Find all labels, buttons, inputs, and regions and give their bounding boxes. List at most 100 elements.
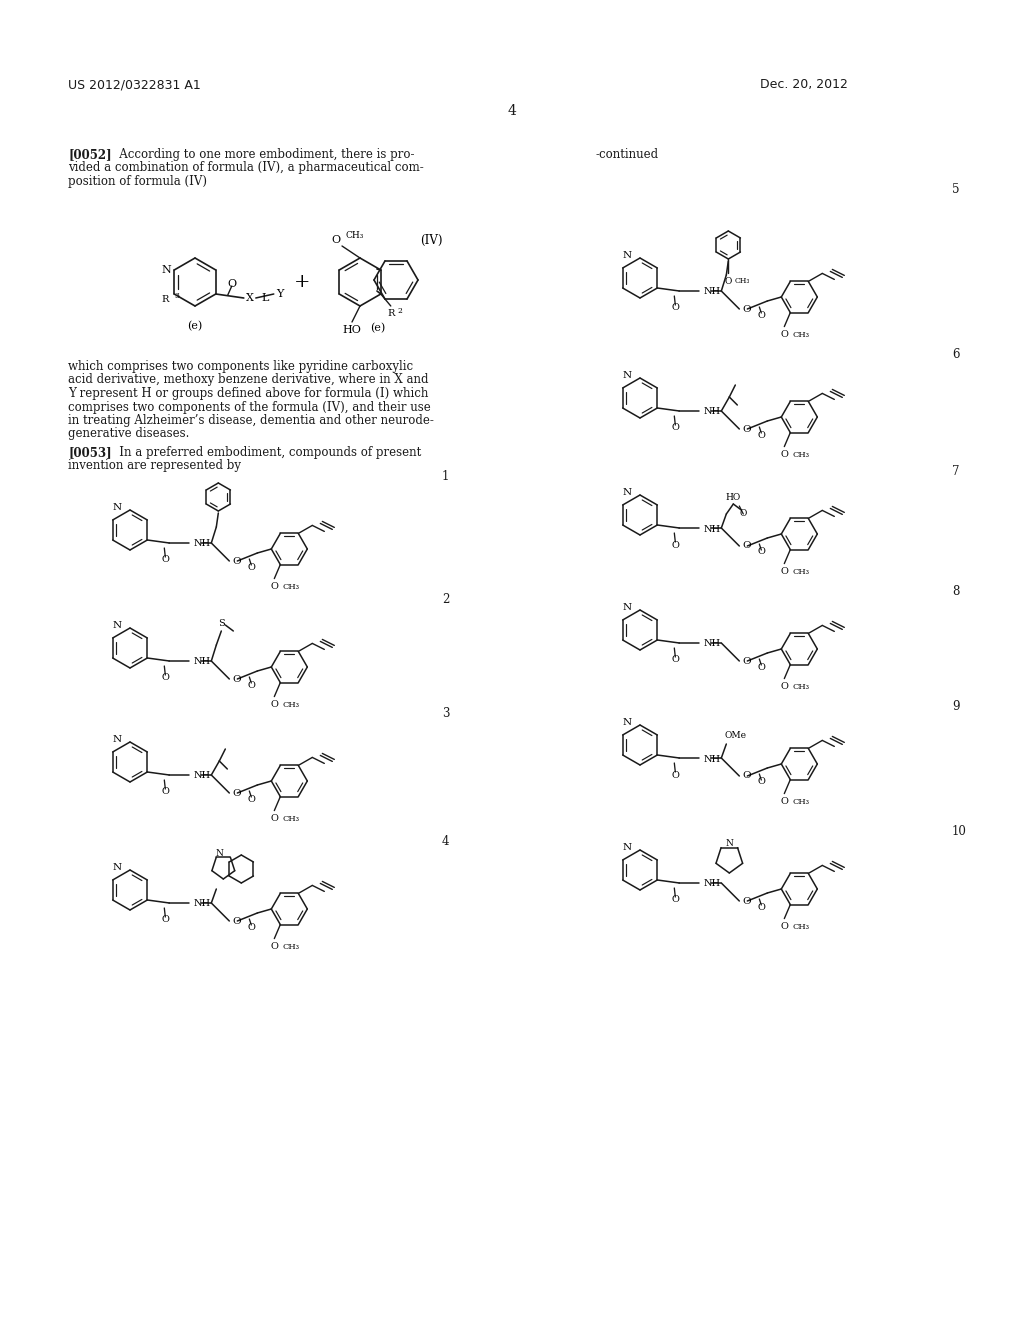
- Text: NH: NH: [703, 755, 721, 763]
- Text: X: X: [246, 293, 254, 304]
- Text: invention are represented by: invention are represented by: [68, 459, 241, 473]
- Text: O: O: [672, 656, 679, 664]
- Text: Dec. 20, 2012: Dec. 20, 2012: [760, 78, 848, 91]
- Text: (e): (e): [187, 321, 203, 331]
- Text: 5: 5: [952, 183, 959, 195]
- Text: O: O: [232, 916, 241, 925]
- Text: 9: 9: [952, 700, 959, 713]
- Text: 1: 1: [442, 470, 450, 483]
- Text: O: O: [742, 305, 751, 314]
- Text: O: O: [672, 540, 679, 549]
- Text: O: O: [162, 916, 169, 924]
- Text: O: O: [780, 330, 788, 339]
- Text: O: O: [270, 582, 279, 591]
- Text: According to one more embodiment, there is pro-: According to one more embodiment, there …: [108, 148, 415, 161]
- Text: O: O: [248, 795, 255, 804]
- Text: O: O: [758, 430, 765, 440]
- Text: NH: NH: [194, 899, 211, 908]
- Text: in treating Alzheimer’s disease, dementia and other neurode-: in treating Alzheimer’s disease, dementi…: [68, 414, 434, 426]
- Text: CH₃: CH₃: [793, 330, 809, 339]
- Text: NH: NH: [194, 771, 211, 780]
- Text: NH: NH: [703, 639, 721, 648]
- Text: O: O: [672, 771, 679, 780]
- Text: O: O: [270, 700, 279, 709]
- Text: NH: NH: [703, 524, 721, 533]
- Text: NH: NH: [194, 540, 211, 549]
- Text: In a preferred embodiment, compounds of present: In a preferred embodiment, compounds of …: [108, 446, 421, 459]
- Text: N: N: [113, 620, 122, 630]
- Text: L: L: [261, 293, 268, 304]
- Text: O: O: [248, 562, 255, 572]
- Text: NH: NH: [194, 657, 211, 667]
- Text: NH: NH: [703, 288, 721, 297]
- Text: O: O: [758, 777, 765, 787]
- Text: N: N: [623, 843, 632, 851]
- Text: CH₃: CH₃: [793, 923, 809, 931]
- Text: CH₃: CH₃: [283, 582, 299, 590]
- Text: HO: HO: [343, 325, 361, 335]
- Text: O: O: [758, 663, 765, 672]
- Text: O: O: [758, 310, 765, 319]
- Text: N: N: [623, 251, 632, 260]
- Text: O: O: [742, 656, 751, 665]
- Text: CH₃: CH₃: [734, 277, 750, 285]
- Text: (IV): (IV): [420, 234, 442, 247]
- Text: N: N: [623, 371, 632, 380]
- Text: O: O: [248, 923, 255, 932]
- Text: O: O: [780, 682, 788, 692]
- Text: O: O: [162, 556, 169, 565]
- Text: acid derivative, methoxy benzene derivative, where in X and: acid derivative, methoxy benzene derivat…: [68, 374, 428, 387]
- Text: comprises two components of the formula (IV), and their use: comprises two components of the formula …: [68, 400, 431, 413]
- Text: which comprises two components like pyridine carboxylic: which comprises two components like pyri…: [68, 360, 413, 374]
- Text: N: N: [113, 863, 122, 873]
- Text: [0053]: [0053]: [68, 446, 112, 459]
- Text: CH₃: CH₃: [793, 682, 809, 690]
- Text: CH₃: CH₃: [283, 942, 299, 950]
- Text: O: O: [232, 788, 241, 797]
- Text: N: N: [623, 603, 632, 612]
- Text: (e): (e): [371, 323, 386, 333]
- Text: O: O: [758, 548, 765, 557]
- Text: CH₃: CH₃: [793, 450, 809, 458]
- Text: N: N: [725, 838, 733, 847]
- Text: position of formula (IV): position of formula (IV): [68, 176, 207, 187]
- Text: O: O: [780, 797, 788, 807]
- Text: NH: NH: [703, 879, 721, 888]
- Text: N: N: [623, 488, 632, 498]
- Text: O: O: [270, 814, 279, 824]
- Text: O: O: [780, 568, 788, 576]
- Text: O: O: [232, 675, 241, 684]
- Text: O: O: [739, 510, 748, 519]
- Text: HO: HO: [726, 494, 741, 503]
- Text: O: O: [227, 279, 237, 289]
- Text: O: O: [248, 681, 255, 689]
- Text: 2: 2: [442, 593, 450, 606]
- Text: O: O: [758, 903, 765, 912]
- Text: generative diseases.: generative diseases.: [68, 428, 189, 441]
- Text: O: O: [162, 673, 169, 682]
- Text: CH₃: CH₃: [283, 701, 299, 709]
- Text: [0052]: [0052]: [68, 148, 112, 161]
- Text: O: O: [332, 235, 341, 246]
- Text: O: O: [270, 942, 279, 952]
- Text: O: O: [162, 788, 169, 796]
- Text: +: +: [294, 273, 310, 290]
- Text: R: R: [162, 294, 169, 304]
- Text: O: O: [780, 450, 788, 459]
- Text: CH₃: CH₃: [793, 797, 809, 805]
- Text: O: O: [742, 541, 751, 550]
- Text: 6: 6: [952, 348, 959, 360]
- Text: vided a combination of formula (IV), a pharmaceutical com-: vided a combination of formula (IV), a p…: [68, 161, 424, 174]
- Text: Y: Y: [276, 289, 284, 300]
- Text: 4: 4: [508, 104, 516, 117]
- Text: CH₃: CH₃: [283, 814, 299, 822]
- Text: N: N: [215, 849, 223, 858]
- Text: O: O: [780, 923, 788, 931]
- Text: O: O: [742, 771, 751, 780]
- Text: US 2012/0322831 A1: US 2012/0322831 A1: [68, 78, 201, 91]
- Text: NH: NH: [703, 408, 721, 417]
- Text: O: O: [672, 424, 679, 433]
- Text: N: N: [623, 718, 632, 727]
- Text: 4: 4: [442, 836, 450, 847]
- Text: 2: 2: [397, 308, 402, 315]
